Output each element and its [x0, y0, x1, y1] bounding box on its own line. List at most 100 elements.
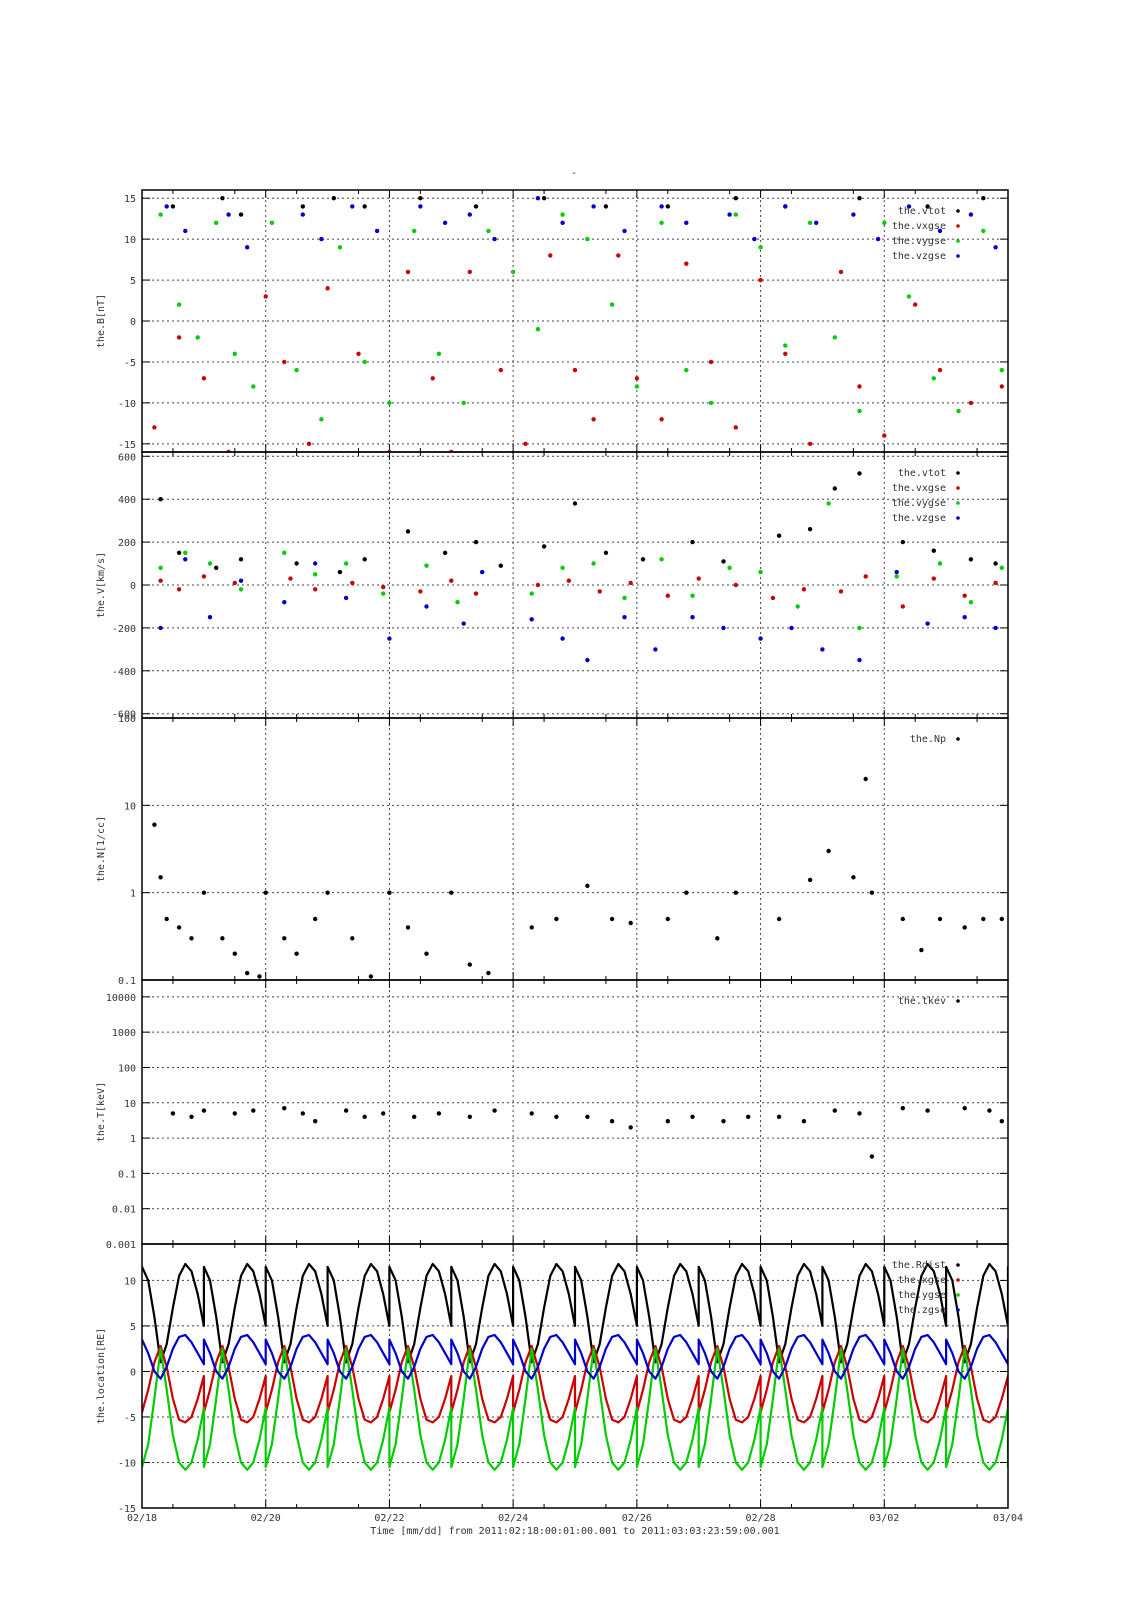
data-point: [238, 212, 244, 217]
data-point: [925, 204, 930, 209]
data-point: [758, 636, 763, 641]
data-point: [313, 561, 318, 566]
data-layer: [142, 1262, 1008, 1471]
legend-label: the.vzgse: [892, 513, 946, 524]
data-point: [176, 925, 182, 930]
data-point: [690, 615, 695, 620]
data-point: [690, 539, 695, 545]
data-point: [269, 220, 275, 225]
data-point: [214, 220, 219, 225]
data-point: [708, 400, 714, 406]
legend-label: the.tkev: [898, 996, 946, 1007]
data-point: [659, 557, 664, 562]
data-point: [294, 951, 299, 956]
legend-marker: [956, 1308, 960, 1312]
data-point: [282, 600, 287, 605]
data-point: [164, 916, 169, 922]
data-point: [900, 604, 905, 609]
data-point: [467, 1114, 472, 1120]
data-point: [560, 220, 565, 225]
data-point: [758, 569, 763, 575]
data-layer: [152, 196, 1004, 452]
y-tick-label: 0: [130, 581, 136, 592]
data-point: [913, 302, 918, 307]
data-point: [436, 1111, 442, 1116]
data-point: [529, 591, 534, 596]
legend-marker: [956, 501, 960, 505]
data-point: [442, 550, 448, 555]
data-point: [987, 1108, 992, 1113]
data-point: [282, 936, 287, 941]
data-point: [189, 1114, 194, 1120]
y-tick-label: 0.1: [118, 1169, 136, 1180]
y-tick-label: 100: [118, 714, 136, 725]
data-point: [424, 563, 429, 568]
data-point: [238, 557, 244, 562]
panel-frame: [141, 717, 1009, 981]
data-point: [232, 951, 237, 956]
y-tick-label: 10: [124, 1276, 136, 1287]
data-point: [585, 236, 590, 242]
data-point: [622, 228, 627, 234]
data-point: [238, 587, 244, 592]
data-point: [783, 351, 788, 356]
data-point: [807, 877, 813, 883]
data-point: [319, 236, 324, 242]
data-point: [733, 196, 738, 201]
y-tick-label: 200: [118, 538, 136, 549]
data-layer: [170, 1106, 1004, 1159]
data-point: [467, 212, 472, 217]
data-point: [832, 335, 837, 340]
data-point: [968, 212, 974, 217]
data-point: [727, 565, 732, 570]
data-point: [232, 580, 237, 586]
data-point: [313, 1119, 318, 1124]
data-point: [541, 196, 547, 201]
data-point: [628, 1125, 633, 1130]
data-point: [721, 625, 726, 631]
data-point: [313, 572, 318, 577]
data-point: [820, 647, 825, 652]
data-point: [962, 593, 967, 598]
data-point: [492, 236, 497, 242]
data-point: [381, 591, 386, 596]
data-point: [603, 550, 609, 555]
data-point: [158, 625, 163, 631]
data-point: [758, 245, 763, 250]
data-point: [659, 220, 664, 225]
data-point: [597, 589, 602, 594]
y-tick-label: 1: [130, 1134, 136, 1145]
data-point: [405, 269, 411, 275]
data-point: [758, 277, 763, 283]
data-point: [158, 578, 163, 583]
data-point: [535, 327, 541, 332]
data-point: [325, 286, 330, 291]
data-point: [814, 220, 819, 225]
data-point: [158, 565, 163, 570]
y-tick-label: -5: [124, 358, 136, 369]
data-point: [220, 936, 225, 941]
data-point: [560, 636, 565, 641]
data-point: [603, 204, 609, 209]
data-point: [257, 974, 262, 979]
x-tick-label: 02/20: [251, 1513, 281, 1524]
x-axis-title: Time [mm/dd] from 2011:02:18:00:01:00.00…: [370, 1526, 779, 1537]
data-point: [350, 204, 355, 209]
data-point: [263, 294, 268, 299]
data-point: [195, 335, 200, 340]
data-point: [937, 561, 943, 566]
data-point: [993, 561, 998, 566]
data-point: [609, 916, 615, 922]
data-point: [350, 580, 355, 586]
data-point: [232, 351, 237, 356]
data-point: [783, 343, 788, 348]
data-point: [807, 441, 813, 446]
data-point: [214, 565, 219, 570]
data-point: [436, 351, 442, 356]
panel-3: 100 10 1 0.1 the.Np the.N[1/cc]: [96, 714, 1009, 987]
x-tick-label: 02/22: [374, 1513, 404, 1524]
data-point: [925, 1108, 930, 1113]
data-point: [863, 776, 868, 782]
data-point: [956, 408, 961, 414]
data-point: [857, 196, 862, 201]
